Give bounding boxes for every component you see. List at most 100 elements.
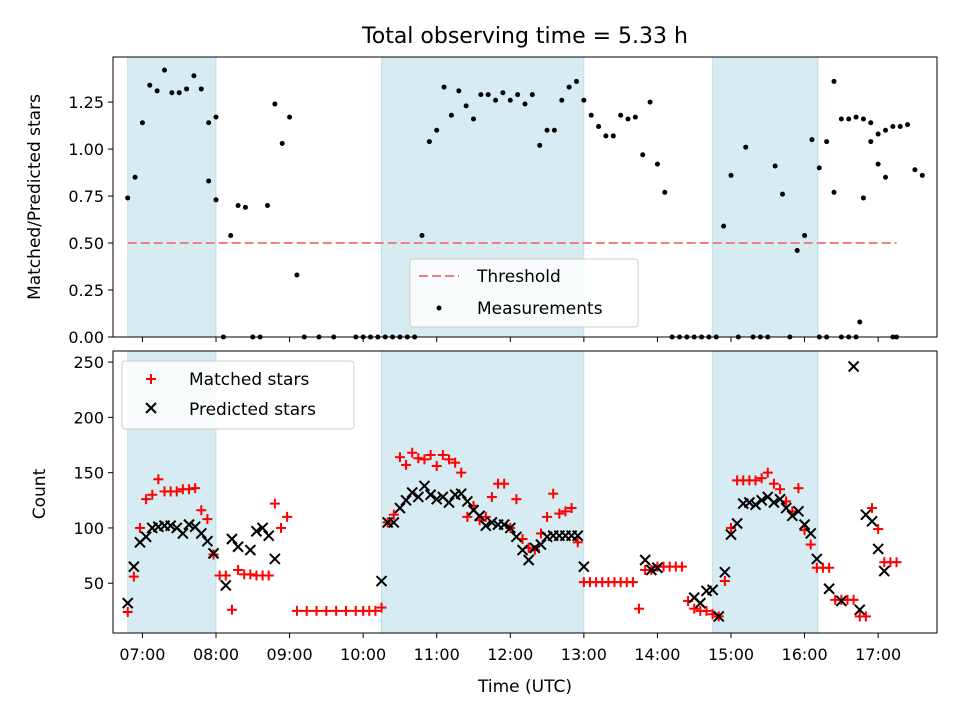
matched-star-point xyxy=(376,602,387,613)
bottom-y-axis-label: Count xyxy=(30,468,50,519)
measurement-point xyxy=(802,233,808,239)
matched-star-point xyxy=(401,459,412,470)
measurement-point xyxy=(537,142,543,148)
matched-star-point xyxy=(805,539,816,550)
measurement-point xyxy=(662,189,668,195)
predicted-star-point xyxy=(498,518,510,531)
y-tick-label: 250 xyxy=(73,353,104,372)
matched-star-point xyxy=(245,569,256,580)
predicted-star-point xyxy=(743,496,756,509)
measurement-point xyxy=(912,167,918,173)
predicted-star-point xyxy=(263,529,275,542)
measurement-point xyxy=(176,90,182,96)
measurement-point xyxy=(265,202,270,208)
predicted-star-point xyxy=(424,489,437,501)
predicted-star-point xyxy=(140,531,152,543)
matched-star-point xyxy=(548,488,559,499)
measurement-point xyxy=(434,127,440,133)
measurement-point xyxy=(456,88,462,94)
matched-star-point xyxy=(756,473,767,484)
x-tick-label: 07:00 xyxy=(119,645,165,664)
x-tick-label: 17:00 xyxy=(855,645,901,664)
matched-star-point xyxy=(542,511,553,522)
matched-star-point xyxy=(141,494,152,505)
predicted-star-point xyxy=(122,597,134,609)
measurement-point xyxy=(846,116,852,122)
measurement-point xyxy=(824,139,830,145)
observing-span xyxy=(712,350,819,634)
predicted-star-point xyxy=(220,579,232,592)
measurement-point xyxy=(279,140,285,146)
top-plot-area: 0.00 0.25 0.50 0.75 1.00 1.25 Total observing… xyxy=(25,24,938,347)
predicted-star-point xyxy=(854,604,866,616)
matched-star-point xyxy=(867,503,878,514)
matched-star-point xyxy=(762,467,773,478)
measurement-point xyxy=(875,161,881,167)
predicted-star-point xyxy=(811,553,823,565)
measurement-point xyxy=(596,124,602,130)
measurement-point xyxy=(647,99,653,105)
measurement-point xyxy=(860,195,866,201)
measurement-point xyxy=(515,92,521,98)
predicted-star-point xyxy=(725,528,737,541)
x-tick-label: 09:00 xyxy=(267,645,313,664)
measurement-point xyxy=(728,172,734,178)
measurement-point xyxy=(228,233,234,239)
measurement-point xyxy=(625,116,631,122)
matched-star-point xyxy=(282,511,293,522)
measurement-point xyxy=(294,272,300,278)
predicted-star-point xyxy=(504,522,516,534)
matched-star-point xyxy=(331,605,342,616)
predicted-star-point xyxy=(755,494,768,507)
legend-predicted-label: Predicted stars xyxy=(189,400,316,420)
measurement-point xyxy=(169,90,175,96)
predicted-star-point xyxy=(232,541,244,553)
measurement-point xyxy=(551,127,557,133)
measurement-point xyxy=(654,161,660,167)
measurement-point xyxy=(162,67,167,73)
matched-star-point xyxy=(627,577,638,588)
predicted-star-point xyxy=(400,494,412,507)
measurement-point xyxy=(471,116,476,122)
matched-star-point xyxy=(450,457,461,468)
x-tick-label: 08:00 xyxy=(193,645,239,664)
predicted-star-point xyxy=(394,502,406,514)
matched-star-point xyxy=(848,594,859,605)
predicted-star-point xyxy=(183,518,195,531)
top-axes-frame xyxy=(112,56,938,338)
matched-star-point xyxy=(499,478,510,489)
measurement-point xyxy=(721,223,727,229)
matched-star-point xyxy=(122,606,133,617)
matched-star-point xyxy=(768,478,779,489)
predicted-star-point xyxy=(804,527,817,540)
predicted-star-point xyxy=(269,553,281,565)
matched-star-point xyxy=(311,605,322,616)
matched-star-point xyxy=(511,494,522,505)
y-tick-label: 200 xyxy=(73,408,104,427)
measurement-point xyxy=(831,78,837,84)
measurement-point xyxy=(544,127,550,133)
predicted-star-point xyxy=(510,531,523,543)
predicted-star-point xyxy=(412,491,425,503)
measurement-point xyxy=(853,114,859,120)
measurement-point xyxy=(242,204,248,210)
predicted-star-point xyxy=(375,575,388,587)
measurement-point xyxy=(831,189,837,195)
measurement-point xyxy=(581,97,587,103)
measurement-point xyxy=(794,248,800,254)
bottom-plot-area: 50 100 150 200 250 07:00 08:00 09:00 10:00 11:00… xyxy=(30,350,938,697)
measurement-point xyxy=(272,101,278,107)
predicted-star-point xyxy=(473,510,486,522)
x-tick-label: 13:00 xyxy=(561,645,607,664)
matched-star-point xyxy=(443,454,454,465)
y-tick-label: 50 xyxy=(84,574,104,593)
measurement-point xyxy=(875,131,881,137)
matched-star-point xyxy=(462,511,473,522)
matched-star-point xyxy=(719,576,730,587)
chart-title: Total observing time = 5.33 h xyxy=(361,24,688,49)
matched-star-point xyxy=(726,522,736,533)
measurement-point xyxy=(191,73,197,79)
predicted-star-point xyxy=(516,544,529,556)
measurement-point xyxy=(883,174,888,180)
measurement-point xyxy=(857,319,863,325)
